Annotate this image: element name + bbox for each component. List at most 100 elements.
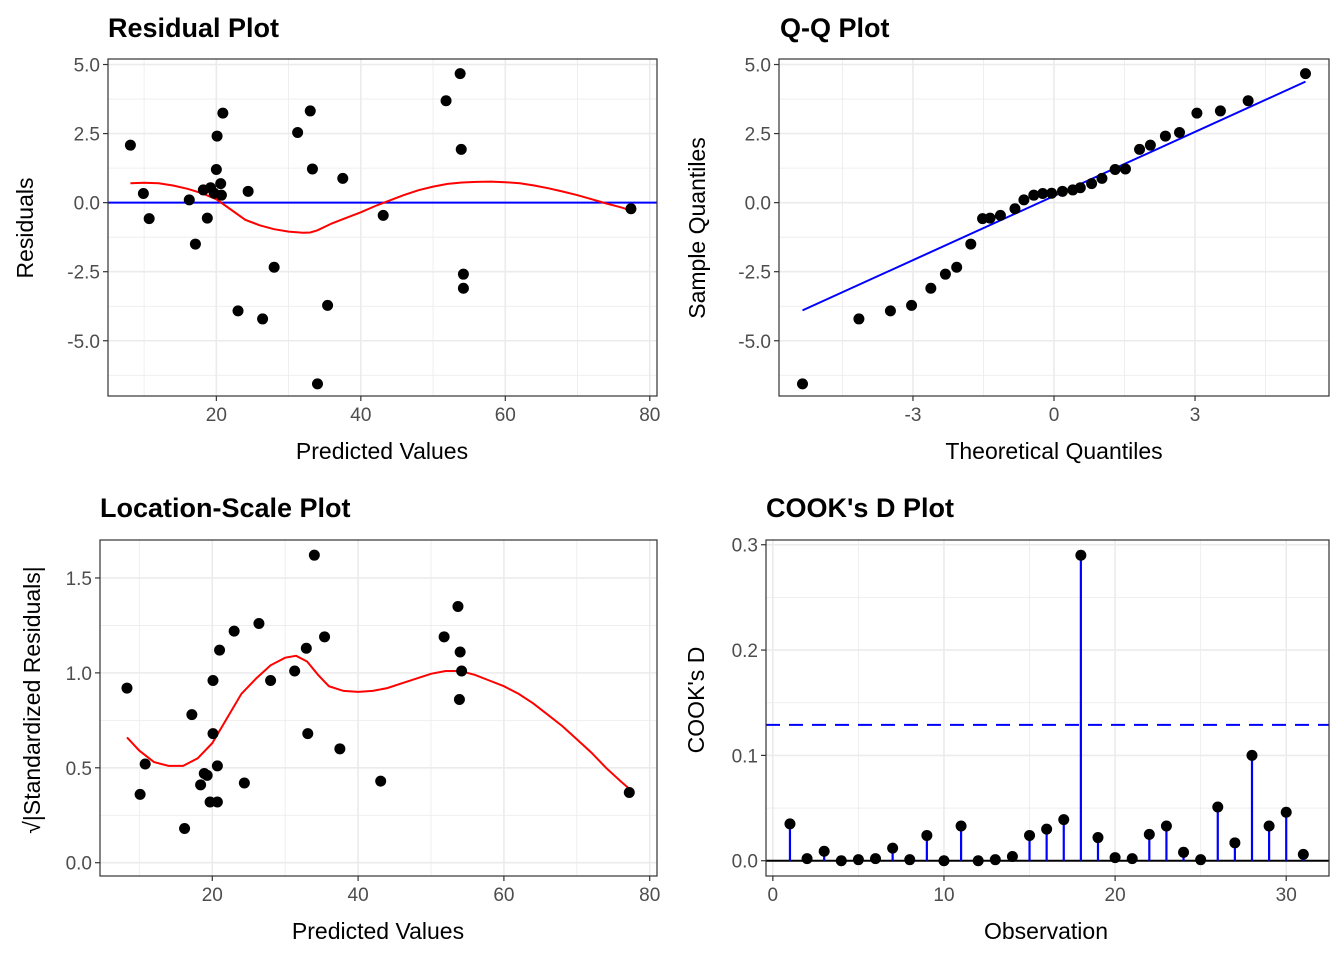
data-point xyxy=(268,261,280,273)
data-point xyxy=(257,313,269,325)
data-point xyxy=(183,194,195,206)
data-point xyxy=(625,203,637,215)
data-point xyxy=(457,282,469,294)
y-tick-label: 0.0 xyxy=(66,854,92,875)
y-tick-label: 5.0 xyxy=(745,56,771,77)
data-point xyxy=(211,130,223,142)
cooks-d-point xyxy=(1109,852,1121,864)
data-point xyxy=(228,625,240,637)
data-point xyxy=(1214,105,1226,117)
data-point xyxy=(302,728,314,740)
data-point xyxy=(452,600,464,612)
qq-x-axis-label: Theoretical Quantiles xyxy=(945,438,1162,464)
y-tick-label: 0.5 xyxy=(66,759,92,780)
cooks-d-point xyxy=(870,853,882,865)
data-point xyxy=(1009,203,1021,215)
qq-panel: Q-Q Plot -3 0 3 5.0 2.5 0.0 -2.5 -5.0 Theoretic… xyxy=(684,13,1330,464)
x-tick-label: 60 xyxy=(493,885,514,906)
cooks-d-point xyxy=(1143,828,1155,840)
smooth-curve xyxy=(126,654,630,790)
cooks-d-point xyxy=(972,855,984,867)
panel-border xyxy=(765,539,1330,877)
data-point xyxy=(238,777,250,789)
data-point xyxy=(1018,194,1030,206)
cooks-d-point xyxy=(1297,848,1309,860)
data-point xyxy=(1191,107,1203,119)
data-point xyxy=(292,126,304,138)
cooks-d-point xyxy=(1126,853,1138,865)
data-point xyxy=(939,268,951,280)
plot-area xyxy=(797,68,1311,390)
y-tick-label: 2.5 xyxy=(745,125,771,146)
data-point xyxy=(289,665,301,677)
cooks-d-y-axis-label: COOK's D xyxy=(683,647,709,754)
data-point xyxy=(1134,143,1146,155)
data-point xyxy=(242,185,254,197)
cooks-d-point xyxy=(1092,832,1104,844)
location-scale-plot-title: Location-Scale Plot xyxy=(100,493,351,523)
data-point xyxy=(210,163,222,175)
data-point xyxy=(1144,139,1156,151)
y-tick-label: 0.0 xyxy=(745,194,771,215)
cooks-d-point xyxy=(1263,820,1275,832)
data-point xyxy=(1174,126,1186,138)
location-scale-panel: Location-Scale Plot 20 40 60 80 1.5 1.0 0.5 0.0… xyxy=(19,493,660,944)
cooks-d-point xyxy=(852,854,864,866)
y-tick-label: -2.5 xyxy=(738,263,771,284)
data-point xyxy=(134,788,146,800)
cooks-d-point xyxy=(955,820,967,832)
data-point xyxy=(984,212,996,224)
data-point xyxy=(1056,185,1068,197)
data-point xyxy=(438,631,450,643)
x-tick-label: 20 xyxy=(206,405,227,426)
location-scale-y-axis-label: √|Standardized Residuals| xyxy=(19,566,45,834)
y-tick-label: 0.0 xyxy=(74,194,100,215)
data-point xyxy=(906,299,918,311)
residual-y-axis-label: Residuals xyxy=(12,178,38,279)
data-point xyxy=(143,213,155,225)
data-point xyxy=(1028,189,1040,201)
residual-panel: Residual Plot 20 40 60 805.02.50.0-2.5-5.0 … xyxy=(12,13,660,464)
data-point xyxy=(217,107,229,119)
data-point xyxy=(623,786,635,798)
data-point xyxy=(456,665,468,677)
qq-plot-title: Q-Q Plot xyxy=(780,13,890,43)
x-tick-label: 0 xyxy=(1049,405,1060,426)
data-point xyxy=(139,758,151,770)
plot-area xyxy=(121,549,635,835)
cooks-d-point xyxy=(1006,851,1018,863)
data-point xyxy=(965,238,977,250)
x-tick-label: 80 xyxy=(639,405,660,426)
cooks-d-point xyxy=(1024,829,1036,841)
cooks-d-point xyxy=(938,855,950,867)
data-point xyxy=(211,796,223,808)
data-point xyxy=(214,644,226,656)
data-point xyxy=(453,693,465,705)
cooks-d-point xyxy=(921,829,933,841)
cooks-d-point xyxy=(1075,549,1087,561)
location-scale-x-axis-label: Predicted Values xyxy=(292,918,464,944)
data-point xyxy=(951,261,963,273)
y-tick-label: 1.5 xyxy=(66,569,92,590)
cooks-d-point xyxy=(835,855,847,867)
data-point xyxy=(797,378,809,390)
data-point xyxy=(1096,172,1108,184)
data-point xyxy=(179,823,191,835)
cooks-d-point xyxy=(887,842,899,854)
residual-plot-title: Residual Plot xyxy=(108,13,279,43)
data-point xyxy=(457,268,469,280)
panel-border xyxy=(107,58,658,397)
cooks-d-panel: COOK's D Plot 0 10 20 30 0.3 0.2 0.1 0.0 Observ… xyxy=(683,493,1330,944)
y-tick-label: -2.5 xyxy=(67,263,100,284)
data-point xyxy=(1242,95,1254,107)
cooks-d-point xyxy=(784,818,796,830)
data-point xyxy=(1074,182,1086,194)
cooks-d-point xyxy=(1160,820,1172,832)
data-point xyxy=(375,775,387,787)
data-point xyxy=(311,378,323,390)
cooks-d-point xyxy=(1229,837,1241,849)
smooth-curve xyxy=(130,180,632,234)
plot-area xyxy=(108,68,657,390)
cooks-d-point xyxy=(989,854,1001,866)
y-tick-label: 5.0 xyxy=(74,56,100,77)
